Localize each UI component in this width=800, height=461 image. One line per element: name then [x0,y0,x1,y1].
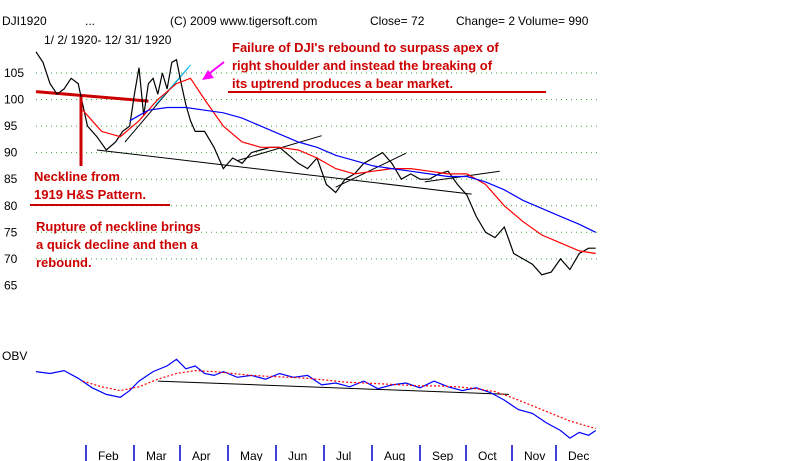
month-axis: Feb Mar Apr May Jun Jul Aug Sep Oct Nov Dec [85,445,589,461]
close-label: Close= 72 [370,14,425,28]
annotation-neckline-1: Neckline from [34,169,120,184]
trendline-trend-may-jul [237,135,322,162]
month-label-apr: Apr [192,449,211,461]
obv-plot [35,358,597,439]
series-obv-moving-average [82,369,596,430]
trendline-neckline [96,149,472,195]
annotation-rupture-3: rebound. [36,255,92,270]
month-label-jun: Jun [288,449,307,461]
header-dots: ... [85,14,95,28]
annotation-rupture-2: a quick decline and then a [36,237,199,252]
copyright-label: (C) 2009 www.tigersoft.com [170,14,317,28]
price-y-tick-label: 80 [4,199,18,213]
price-y-tick-label: 90 [4,146,18,160]
month-label-feb: Feb [98,449,119,461]
series-short-moving-average [82,77,596,255]
trendline-obv-trendline [157,380,510,395]
month-label-nov: Nov [524,449,545,461]
series-long-moving-average [129,106,596,233]
annotation-neckline-2: 1919 H&S Pattern. [34,187,146,202]
symbol-label: DJI1920 [2,14,47,28]
price-y-tick-label: 85 [4,172,18,186]
month-label-sep: Sep [432,449,454,461]
month-label-mar: Mar [146,449,167,461]
month-label-dec: Dec [568,449,589,461]
trendline-uptrend-highlight [155,64,191,106]
price-grid [36,72,598,260]
price-y-tick-label: 70 [4,252,18,266]
month-label-aug: Aug [384,449,405,461]
annotation-top-1: Failure of DJI's rebound to surpass apex… [232,40,499,55]
month-label-jul: Jul [336,449,351,461]
price-plot [35,51,596,276]
month-label-oct: Oct [478,449,497,461]
price-y-tick-label: 95 [4,119,18,133]
change-label: Change= 2 [456,14,515,28]
annotation-rupture-1: Rupture of neckline brings [36,219,201,234]
month-label-may: May [240,449,263,461]
price-y-tick-label: 100 [4,93,24,107]
series-obv [35,358,597,439]
price-y-axis: 105 100 95 90 85 80 75 70 65 [4,66,24,292]
annotation-top-3: its uptrend produces a bear market. [232,76,453,91]
trendline-right-shoulder-neckline [35,90,149,103]
trendline-trend-aug-sep [335,152,407,188]
obv-label: OBV [2,349,27,363]
price-y-tick-label: 105 [4,66,24,80]
annotation-top-2: right shoulder and instead the breaking … [232,58,493,73]
magenta-arrow-icon [202,61,225,80]
date-range-label: 1/ 2/ 1920- 12/ 31/ 1920 [44,33,172,47]
price-y-tick-label: 65 [4,278,18,292]
volume-label: Volume= 990 [518,14,589,28]
price-y-tick-label: 75 [4,225,18,239]
